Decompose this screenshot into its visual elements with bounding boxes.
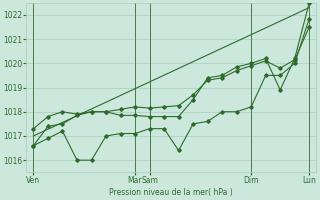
X-axis label: Pression niveau de la mer( hPa ): Pression niveau de la mer( hPa )	[109, 188, 233, 197]
